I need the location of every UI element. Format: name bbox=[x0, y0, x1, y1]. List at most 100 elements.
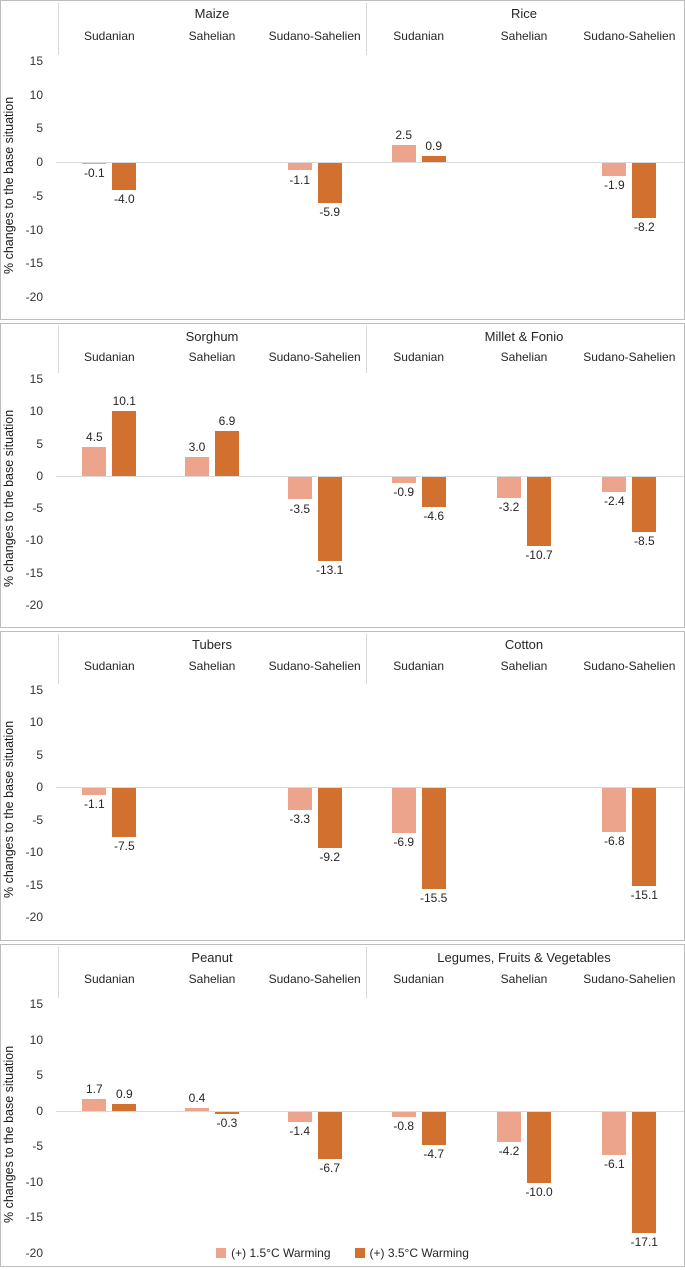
bar-value-label: 3.0 bbox=[188, 439, 206, 454]
bar-warming-1-5 bbox=[185, 456, 209, 476]
bar-warming-3-5 bbox=[421, 1111, 446, 1146]
zone-label: Sahelian bbox=[500, 659, 548, 673]
legend-swatch-1-5-icon bbox=[216, 1248, 227, 1258]
bar-value-label: -8.2 bbox=[633, 220, 655, 235]
y-tick-label: -10 bbox=[25, 1174, 43, 1189]
zone-label: Sudanian bbox=[83, 972, 135, 986]
y-tick-label: 0 bbox=[36, 155, 43, 170]
chart-panel-tubers-cotton: % changes to the base situation 15 10 5 0 -5-… bbox=[0, 631, 685, 941]
y-tick-label: -15 bbox=[25, 1210, 43, 1225]
crop-group-title: Maize bbox=[194, 6, 230, 21]
bar-value-label: -15.5 bbox=[420, 890, 448, 905]
bar-value-label: 4.5 bbox=[85, 429, 103, 444]
bar-value-label: -5.9 bbox=[319, 204, 341, 219]
y-tick-label: 5 bbox=[36, 1068, 43, 1083]
bar-warming-1-5 bbox=[602, 788, 627, 833]
bar-value-label: -3.3 bbox=[289, 811, 311, 826]
bar-value-label: -6.8 bbox=[603, 834, 625, 849]
bar-warming-3-5 bbox=[632, 163, 657, 219]
bar-warming-1-5 bbox=[82, 788, 107, 796]
bar-value-label: -4.2 bbox=[498, 1143, 520, 1158]
bar-warming-3-5 bbox=[527, 476, 551, 546]
chart-panel-peanut-legumes: % changes to the base situation 15 10 5 0 -5-… bbox=[0, 944, 685, 1267]
bar-warming-3-5 bbox=[215, 431, 239, 476]
legend-item: (+) 1.5°C Warming bbox=[216, 1246, 331, 1260]
bar-value-label: 10.1 bbox=[112, 393, 136, 408]
bar-warming-3-5 bbox=[317, 476, 342, 562]
zone-label: Sudano-Sahelien bbox=[268, 972, 361, 986]
y-tick-label: 10 bbox=[29, 404, 43, 419]
bar-warming-3-5 bbox=[317, 1111, 342, 1160]
y-tick-label: -10 bbox=[25, 222, 43, 237]
bar-value-label: -1.4 bbox=[289, 1123, 311, 1138]
crop-group-title: Rice bbox=[510, 6, 538, 21]
bar-warming-1-5 bbox=[497, 476, 521, 498]
crop-group-title: Millet & Fonio bbox=[484, 329, 564, 344]
bar-warming-3-5 bbox=[317, 163, 342, 203]
bar-value-label: -15.1 bbox=[630, 888, 658, 903]
bar-value-label: -0.1 bbox=[83, 166, 105, 181]
bar-warming-1-5 bbox=[82, 163, 107, 165]
y-tick-label: -15 bbox=[25, 565, 43, 580]
header-separator-left bbox=[58, 326, 59, 373]
zone-label: Sahelian bbox=[500, 29, 548, 43]
bar-value-label: 2.5 bbox=[395, 128, 413, 143]
zero-gridline bbox=[56, 1110, 684, 1112]
bar-value-label: -6.7 bbox=[319, 1161, 341, 1176]
legend-label: (+) 3.5°C Warming bbox=[369, 1246, 469, 1260]
bar-value-label: -4.0 bbox=[113, 192, 135, 207]
bar-value-label: 6.9 bbox=[218, 414, 236, 429]
bar-value-label: -10.7 bbox=[525, 547, 553, 562]
zero-gridline bbox=[56, 787, 684, 789]
bar-value-label: -2.4 bbox=[603, 494, 625, 509]
bar-value-label: 1.7 bbox=[85, 1081, 103, 1096]
zone-label: Sudanian bbox=[83, 29, 135, 43]
legend-label: (+) 1.5°C Warming bbox=[231, 1246, 331, 1260]
bar-warming-1-5 bbox=[287, 1111, 312, 1122]
bar-value-label: 0.9 bbox=[115, 1087, 133, 1102]
y-tick-label: 0 bbox=[36, 1103, 43, 1118]
bar-value-label: -13.1 bbox=[316, 563, 344, 578]
bar-value-label: -9.2 bbox=[319, 850, 341, 864]
bar-value-label: -4.7 bbox=[423, 1147, 445, 1162]
bar-warming-3-5 bbox=[215, 1111, 239, 1114]
y-tick-label: 10 bbox=[29, 715, 43, 730]
bar-value-label: -8.5 bbox=[633, 533, 655, 548]
y-tick-label: 15 bbox=[29, 683, 43, 697]
y-tick-label: -10 bbox=[25, 845, 43, 860]
bar-warming-1-5 bbox=[185, 1107, 209, 1111]
y-tick-label: 0 bbox=[36, 468, 43, 483]
zone-label: Sahelian bbox=[188, 29, 236, 43]
crop-group-title: Cotton bbox=[504, 637, 544, 652]
bar-warming-3-5 bbox=[421, 476, 446, 507]
header-separator-mid bbox=[366, 3, 367, 55]
crop-group-title: Peanut bbox=[191, 950, 233, 965]
bar-value-label: -1.1 bbox=[289, 172, 311, 187]
zone-label: Sudano-Sahelien bbox=[583, 29, 676, 43]
bar-warming-3-5 bbox=[112, 788, 137, 837]
bar-warming-1-5 bbox=[82, 446, 107, 476]
zone-label: Sudanian bbox=[393, 29, 445, 43]
bar-warming-1-5 bbox=[497, 1111, 521, 1142]
y-tick-label: 5 bbox=[36, 121, 43, 136]
bar-warming-1-5 bbox=[602, 1111, 627, 1156]
bar-value-label: -10.0 bbox=[525, 1184, 553, 1199]
zone-label: Sudano-Sahelien bbox=[583, 350, 676, 364]
bar-value-label: -6.1 bbox=[603, 1157, 625, 1172]
bar-value-label: -1.9 bbox=[603, 178, 625, 192]
zone-label: Sudano-Sahelien bbox=[583, 972, 676, 986]
zone-label: Sudano-Sahelien bbox=[268, 350, 361, 364]
zone-label: Sudano-Sahelien bbox=[583, 659, 676, 673]
bar-value-label: -0.9 bbox=[393, 484, 415, 499]
legend-swatch-3-5-icon bbox=[354, 1248, 365, 1258]
zero-gridline bbox=[56, 162, 684, 164]
crop-group-title: Tubers bbox=[192, 637, 232, 652]
bar-value-label: -3.2 bbox=[498, 499, 520, 514]
zero-gridline bbox=[56, 475, 684, 477]
y-tick-label: 0 bbox=[36, 780, 43, 795]
legend-item: (+) 3.5°C Warming bbox=[354, 1246, 469, 1260]
y-tick-label: -15 bbox=[25, 256, 43, 271]
y-tick-label: 15 bbox=[29, 372, 43, 386]
bar-value-label: -0.8 bbox=[393, 1119, 415, 1134]
